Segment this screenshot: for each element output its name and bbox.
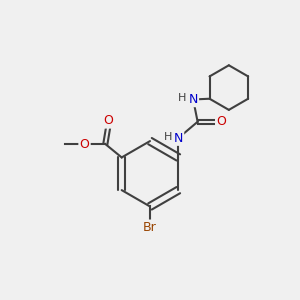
Text: H: H [164,132,172,142]
Text: H: H [178,93,186,103]
Text: N: N [188,93,198,106]
Text: O: O [80,138,89,151]
Text: Br: Br [143,221,157,234]
Text: O: O [103,114,113,128]
Text: O: O [217,115,226,128]
Text: N: N [174,132,183,145]
